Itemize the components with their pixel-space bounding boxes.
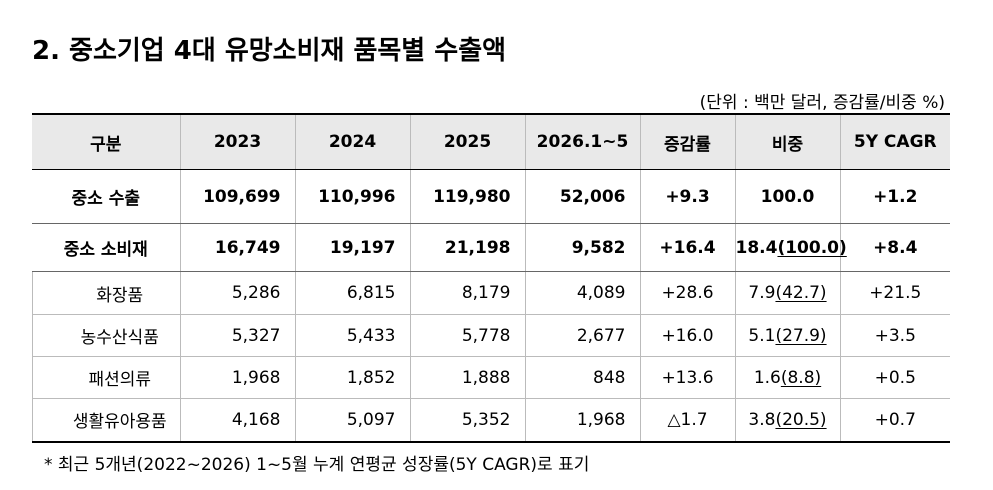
cagr: +0.7 [839, 398, 950, 443]
cell-value: +13.6 [639, 356, 735, 399]
cagr: +21.5 [839, 271, 950, 315]
cagr: +0.5 [839, 356, 950, 399]
row-label: 화장품 [32, 271, 180, 315]
cell-value: +28.6 [639, 271, 735, 315]
share-cell: 1.6(8.8) [734, 356, 840, 399]
cell-value: 6,815 [294, 271, 410, 315]
title: 2. 중소기업 4대 유망소비재 품목별 수출액 [32, 36, 507, 66]
cell-value: 1,852 [294, 356, 410, 399]
share-within: (42.7) [775, 283, 827, 303]
column-header: 구분 [32, 113, 180, 170]
cell-value: 119,980 [409, 169, 525, 224]
cell-value: +16.4 [639, 223, 735, 272]
share-cell: 100.0 [734, 169, 840, 224]
cell-value: +16.0 [639, 314, 735, 357]
cell-value: 1,968 [179, 356, 295, 399]
column-header: 2024 [294, 113, 410, 170]
table-row: 중소 수출 109,699 110,996 119,980 52,006 +9.3 100.… [32, 169, 950, 224]
cell-value: 5,286 [179, 271, 295, 315]
cell-value: 21,198 [409, 223, 525, 272]
share-cell: 18.4(100.0) [734, 223, 847, 272]
cell-value: 5,327 [179, 314, 295, 357]
table-row: 화장품 5,286 6,815 8,179 4,089 +28.6 7.9(42.7) +21… [32, 271, 950, 315]
row-label: 농수산식품 [32, 314, 180, 357]
row-label: 중소 수출 [32, 169, 180, 224]
cell-value: 5,433 [294, 314, 410, 357]
cell-value: 848 [524, 356, 640, 399]
cell-value: 5,352 [409, 398, 525, 443]
share-cell: 3.8(20.5) [734, 398, 840, 443]
share-within: (27.9) [775, 325, 827, 346]
cell-value: 9,582 [524, 223, 640, 272]
share-within: (20.5) [775, 409, 827, 430]
share: 3.8 [748, 409, 776, 430]
table-row: 패션의류 1,968 1,852 1,888 848 +13.6 1.6(8.8) +0.5 [32, 356, 950, 399]
share-within: (100.0) [777, 237, 847, 258]
cell-value: 1,888 [409, 356, 525, 399]
row-label: 생활유아용품 [32, 398, 180, 443]
column-header: 증감률 [639, 113, 735, 170]
cell-value: 5,097 [294, 398, 410, 443]
column-header: 2023 [179, 113, 295, 170]
cagr: +1.2 [839, 169, 950, 224]
share-cell: 5.1(27.9) [734, 314, 840, 357]
cell-value: 4,168 [179, 398, 295, 443]
cagr: +8.4 [839, 223, 950, 272]
cell-value: 109,699 [179, 169, 295, 224]
cagr: +3.5 [839, 314, 950, 357]
cell-value: 110,996 [294, 169, 410, 224]
share: 7.9 [748, 283, 776, 303]
footnote: * 최근 5개년(2022~2026) 1~5월 누계 연평균 성장률(5Y C… [44, 455, 590, 475]
cell-value: 19,197 [294, 223, 410, 272]
cell-value: 2,677 [524, 314, 640, 357]
cell-value: +9.3 [639, 169, 735, 224]
unit-note: (단위 : 백만 달러, 증감률/비중 %) [699, 93, 945, 113]
table-row: 중소 소비재 16,749 19,197 21,198 9,582 +16.4 18.4(1… [32, 223, 950, 272]
cell-value: 1,968 [524, 398, 640, 443]
cell-value: 5,778 [409, 314, 525, 357]
cell-value: 8,179 [409, 271, 525, 315]
share: 100.0 [760, 186, 815, 207]
cell-value: 52,006 [524, 169, 640, 224]
share: 1.6 [753, 367, 781, 388]
export-table: 구분 2023 2024 2025 2026.1~5 증감률 비중 5Y CAGR 중소 수출 1… [32, 113, 950, 443]
column-header: 5Y CAGR [839, 113, 950, 170]
column-header: 2026.1~5 [524, 113, 640, 170]
cell-value: 4,089 [524, 271, 640, 315]
row-label: 중소 소비재 [32, 223, 180, 272]
share: 18.4 [735, 237, 778, 258]
row-label: 패션의류 [32, 356, 180, 399]
share-within: (8.8) [780, 367, 822, 388]
share-cell: 7.9(42.7) [734, 271, 840, 315]
table-row: 농수산식품 5,327 5,433 5,778 2,677 +16.0 5.1(27.9) +… [32, 314, 950, 357]
column-header: 비중 [734, 113, 840, 170]
header-row: 구분 2023 2024 2025 2026.1~5 증감률 비중 5Y CAGR [32, 113, 950, 170]
table-row: 생활유아용품 4,168 5,097 5,352 1,968 △1.7 3.8(20.5) +… [32, 398, 950, 443]
cell-value: △1.7 [639, 398, 735, 443]
column-header: 2025 [409, 113, 525, 170]
cell-value: 16,749 [179, 223, 295, 272]
share: 5.1 [748, 325, 776, 346]
